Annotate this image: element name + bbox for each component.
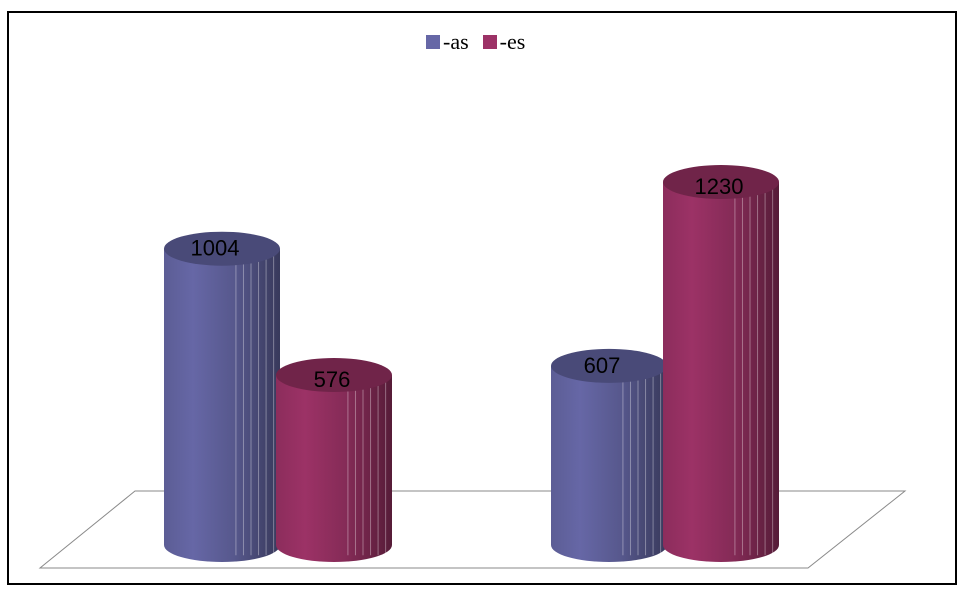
- legend-swatch-es: [482, 35, 497, 49]
- data-label-as-1: 1004: [191, 236, 240, 261]
- data-label-es-2: 1230: [695, 174, 744, 199]
- data-label-es-1: 576: [314, 367, 351, 392]
- legend-item-es: -es: [482, 29, 526, 55]
- legend-label-es: -es: [499, 29, 526, 54]
- legend-label-as: -as: [443, 29, 469, 54]
- data-label-as-2: 607: [584, 353, 621, 378]
- bar-es-2: [663, 165, 779, 562]
- legend-item-as: -as: [426, 29, 469, 55]
- bar-as-1: [164, 231, 280, 562]
- legend-swatch-as: [426, 35, 440, 49]
- legend: -as -es: [426, 29, 526, 55]
- bar-as-2: [551, 348, 667, 562]
- bar-es-1: [276, 358, 392, 562]
